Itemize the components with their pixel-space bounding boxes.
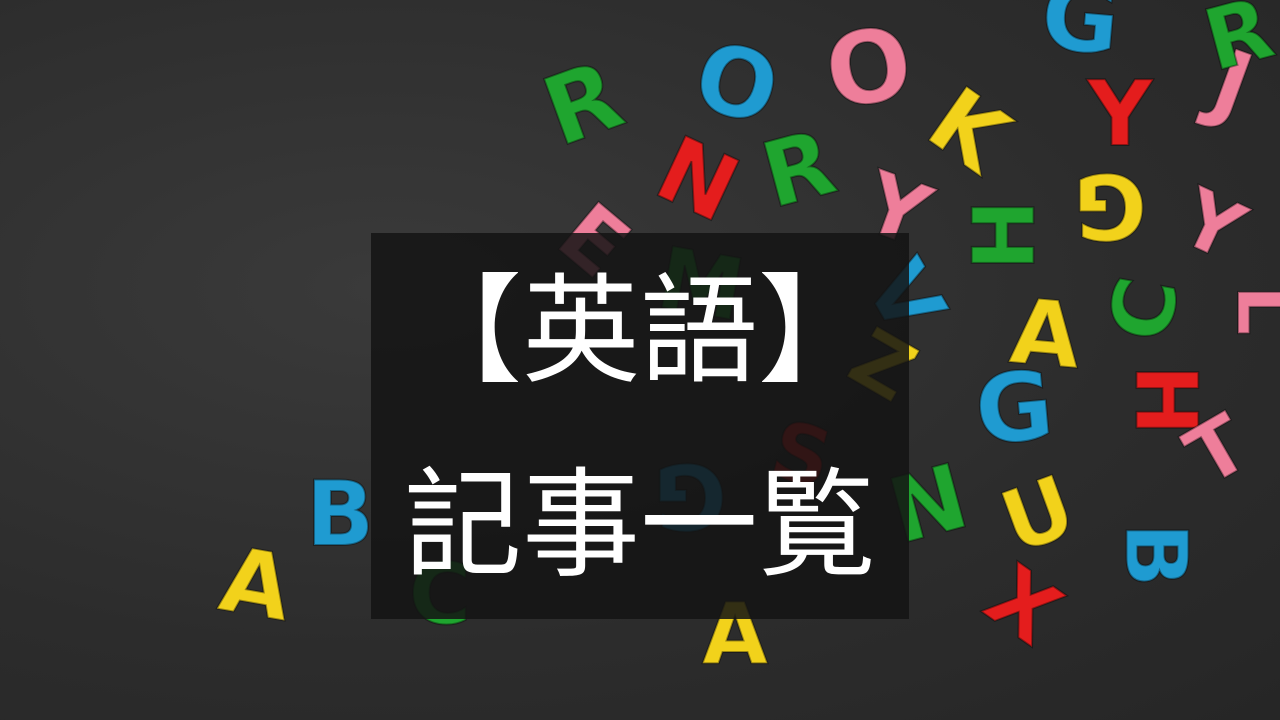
decor-letter-b: B: [306, 462, 375, 567]
decor-letter-y: Y: [1166, 170, 1260, 280]
decor-letter-l: L: [1219, 285, 1280, 336]
decor-letter-o: O: [817, 3, 921, 133]
decor-letter-g: G: [1073, 153, 1147, 258]
decor-letter-x: X: [968, 546, 1078, 665]
decor-letter-c: C: [1091, 270, 1199, 349]
decor-letter-y: Y: [1086, 62, 1154, 167]
decor-letter-r: R: [530, 40, 636, 168]
decor-letter-h: H: [1116, 364, 1215, 435]
decor-letter-r: R: [751, 110, 845, 229]
decor-letter-r: R: [1194, 0, 1280, 91]
decor-letter-b: B: [1106, 523, 1205, 588]
decor-letter-a: A: [213, 527, 300, 643]
decor-letter-g: G: [1037, 0, 1124, 77]
decor-letter-h: H: [955, 199, 1054, 270]
title-category: 【英語】: [403, 262, 876, 400]
decor-letter-a: A: [1006, 279, 1085, 390]
decor-letter-g: G: [971, 351, 1058, 467]
title-overlay-box: [371, 233, 909, 619]
title-article-list: 記事一覧: [403, 456, 876, 594]
